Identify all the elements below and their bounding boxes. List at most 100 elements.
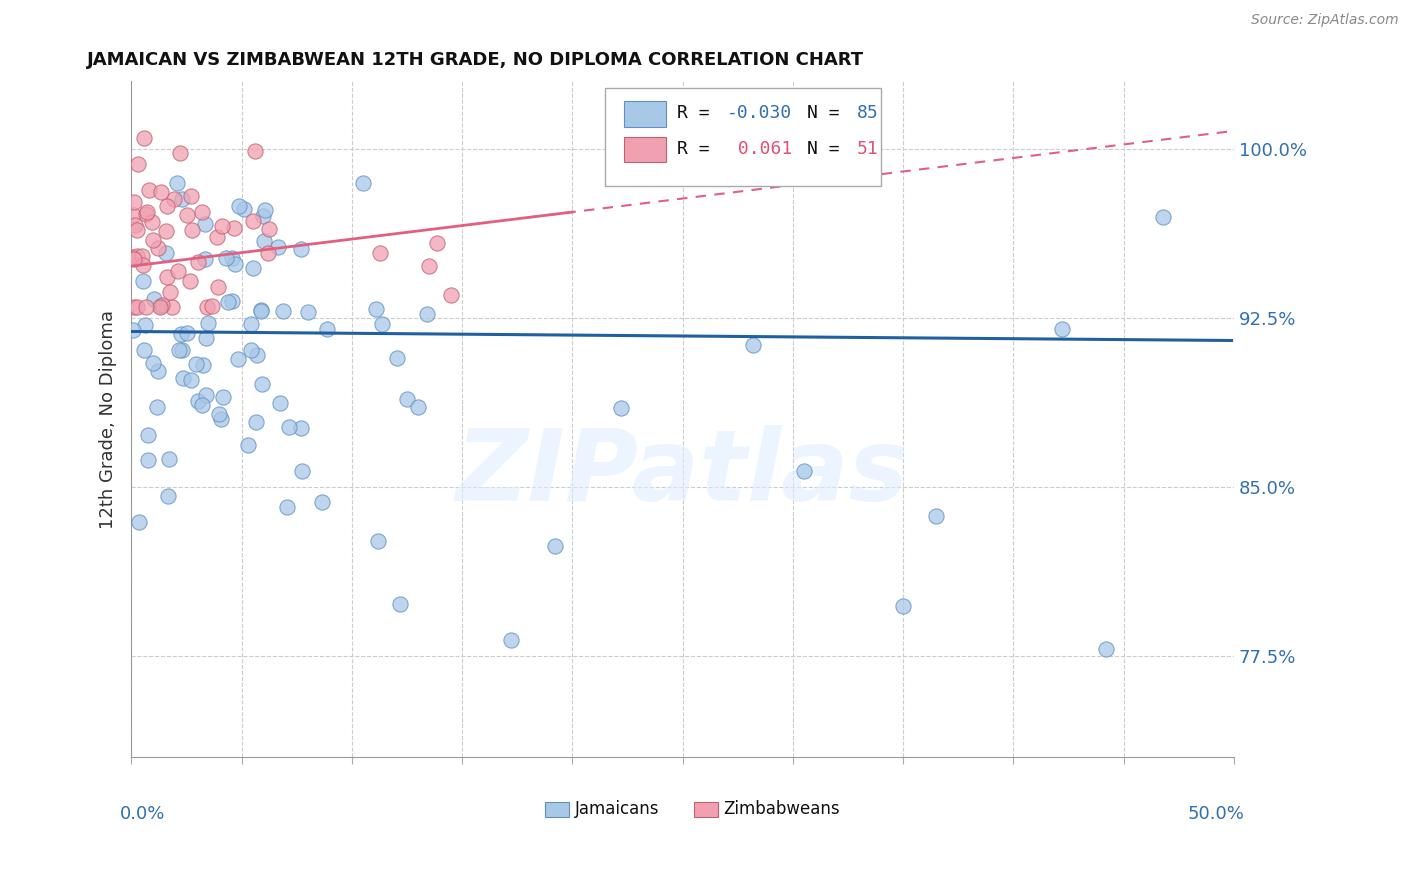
Text: 51: 51	[856, 140, 879, 158]
Point	[187, 393, 209, 408]
Point	[257, 246, 280, 260]
Point	[245, 415, 267, 429]
Point	[259, 222, 281, 236]
Point	[156, 199, 179, 213]
Point	[352, 176, 374, 190]
Point	[134, 130, 156, 145]
Point	[194, 388, 217, 402]
Point	[128, 515, 150, 529]
Point	[170, 327, 193, 342]
Point	[138, 182, 160, 196]
Point	[131, 249, 153, 263]
Point	[742, 338, 765, 352]
Point	[252, 209, 274, 223]
Point	[232, 202, 254, 216]
Point	[311, 494, 333, 508]
Text: Source: ZipAtlas.com: Source: ZipAtlas.com	[1251, 13, 1399, 28]
Point	[191, 205, 214, 219]
Point	[167, 264, 190, 278]
Point	[136, 452, 159, 467]
Point	[157, 452, 180, 467]
Point	[242, 260, 264, 275]
Point	[226, 351, 249, 366]
Point	[157, 489, 180, 503]
Point	[150, 298, 173, 312]
Text: 50.0%: 50.0%	[1188, 805, 1244, 822]
Point	[146, 241, 169, 255]
Point	[224, 220, 246, 235]
FancyBboxPatch shape	[606, 88, 882, 186]
Point	[250, 377, 273, 392]
Point	[215, 251, 238, 265]
Point	[416, 307, 439, 321]
Point	[170, 343, 193, 357]
Text: 0.061: 0.061	[727, 140, 792, 158]
Point	[207, 407, 229, 421]
Point	[142, 233, 165, 247]
Point	[132, 274, 155, 288]
Point	[387, 351, 409, 366]
Point	[228, 199, 250, 213]
Point	[246, 348, 269, 362]
Point	[221, 293, 243, 308]
Point	[169, 146, 191, 161]
Point	[543, 539, 565, 553]
Point	[316, 322, 339, 336]
Text: 85: 85	[856, 104, 879, 122]
Point	[176, 326, 198, 340]
Point	[250, 303, 273, 318]
Point	[242, 214, 264, 228]
Bar	[544, 802, 569, 817]
Point	[277, 419, 299, 434]
Point	[276, 500, 298, 515]
Point	[269, 396, 291, 410]
Point	[187, 254, 209, 268]
Point	[368, 246, 391, 260]
Bar	[624, 136, 666, 162]
Point	[891, 599, 914, 614]
Point	[122, 195, 145, 210]
Point	[364, 302, 387, 317]
Point	[207, 279, 229, 293]
Point	[160, 300, 183, 314]
Point	[159, 285, 181, 299]
Point	[249, 302, 271, 317]
Text: ZIPatlas: ZIPatlas	[456, 425, 910, 522]
Point	[1152, 210, 1174, 224]
Point	[217, 295, 239, 310]
Point	[134, 318, 156, 332]
Point	[290, 421, 312, 435]
Y-axis label: 12th Grade, No Diploma: 12th Grade, No Diploma	[100, 310, 117, 529]
Point	[122, 252, 145, 267]
Point	[122, 323, 145, 337]
Text: 0.0%: 0.0%	[121, 805, 166, 822]
Point	[163, 192, 186, 206]
Point	[136, 428, 159, 442]
Point	[195, 331, 218, 345]
Text: R =: R =	[678, 104, 720, 122]
Point	[440, 288, 463, 302]
Point	[297, 305, 319, 319]
Point	[201, 299, 224, 313]
Point	[266, 240, 288, 254]
Point	[194, 252, 217, 266]
Point	[179, 274, 201, 288]
Bar	[693, 802, 718, 817]
Point	[426, 236, 449, 251]
Point	[172, 371, 194, 385]
Point	[291, 464, 314, 478]
Point	[150, 186, 173, 200]
Point	[131, 258, 153, 272]
Point	[253, 234, 276, 248]
Point	[209, 412, 232, 426]
Point	[132, 343, 155, 357]
Point	[167, 343, 190, 357]
Text: JAMAICAN VS ZIMBABWEAN 12TH GRADE, NO DIPLOMA CORRELATION CHART: JAMAICAN VS ZIMBABWEAN 12TH GRADE, NO DI…	[87, 51, 865, 69]
Point	[212, 390, 235, 404]
Point	[135, 300, 157, 314]
Point	[127, 249, 149, 263]
Point	[367, 534, 389, 549]
Point	[290, 242, 312, 256]
Point	[127, 156, 149, 170]
Point	[122, 208, 145, 222]
